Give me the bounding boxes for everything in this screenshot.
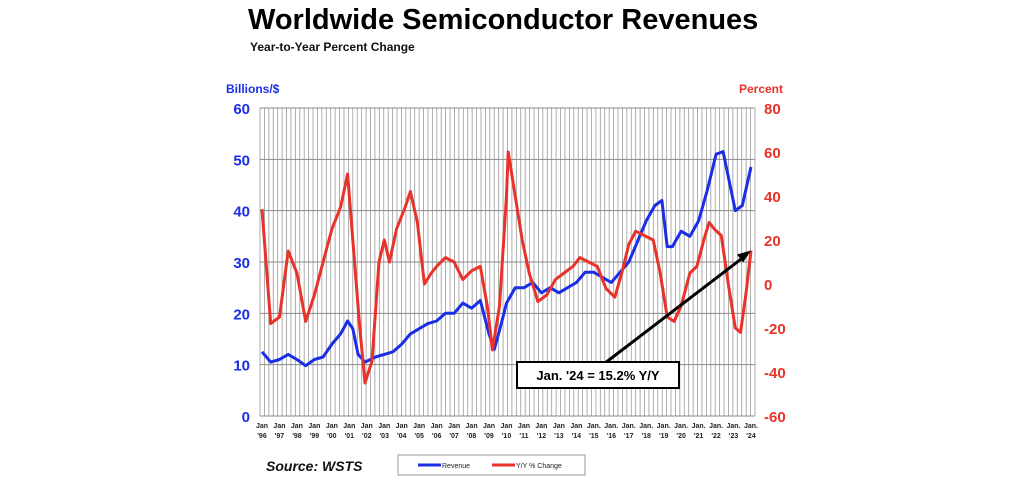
x-tick-label-year: '98 [292, 433, 302, 440]
x-tick-label-month: Jan [273, 423, 285, 430]
y-right-tick-label: -40 [764, 365, 786, 382]
x-tick-label-month: Jan. [604, 423, 618, 430]
x-tick-label-month: Jan [448, 423, 460, 430]
source-label: Source: WSTS [266, 458, 363, 474]
x-tick-label-year: '13 [554, 433, 564, 440]
y-left-tick-label: 50 [233, 152, 250, 169]
x-tick-label-month: Jan [535, 423, 547, 430]
x-tick-label-month: Jan [308, 423, 320, 430]
x-tick-label-year: '23 [729, 433, 739, 440]
x-tick-label-month: Jan [378, 423, 390, 430]
annotation-arrowhead [737, 250, 751, 263]
x-tick-label-year: '04 [397, 433, 407, 440]
chart-subtitle: Year-to-Year Percent Change [250, 40, 415, 54]
x-tick-label-month: Jan. [622, 423, 636, 430]
series-line-yoy-change [260, 150, 753, 385]
x-tick-label-year: '03 [380, 433, 390, 440]
x-tick-label-month: Jan [431, 423, 443, 430]
x-tick-label-month: Jan [518, 423, 530, 430]
x-tick-label-year: '00 [327, 433, 337, 440]
x-tick-label-month: Jan [553, 423, 565, 430]
x-tick-label-year: '99 [310, 433, 320, 440]
x-tick-label-month: Jan. [709, 423, 723, 430]
x-tick-label-month: Jan [343, 423, 355, 430]
annotation-box [516, 361, 680, 389]
annotation-text: Jan. '24 = 15.2% Y/Y [536, 368, 660, 383]
x-tick-label-month: Jan. [744, 423, 758, 430]
y-left-tick-label: 40 [233, 204, 250, 221]
legend-label-yoy-change: Y/Y % Change [516, 463, 562, 470]
x-tick-label-year: '09 [484, 433, 494, 440]
y-left-tick-label: 0 [242, 409, 250, 426]
y-right-tick-label: 80 [764, 101, 781, 118]
x-tick-label-month: Jan [466, 423, 478, 430]
x-tick-label-year: '96 [257, 433, 267, 440]
x-tick-label-year: '15 [589, 433, 599, 440]
y-right-tick-label: -60 [764, 409, 786, 426]
x-tick-label-year: '07 [449, 433, 459, 440]
x-tick-label-month: Jan [413, 423, 425, 430]
x-tick-label-year: '18 [641, 433, 651, 440]
x-tick-label-month: Jan [326, 423, 338, 430]
x-tick-label-year: '02 [362, 433, 372, 440]
y-right-tick-label: 0 [764, 277, 772, 294]
x-tick-label-year: '17 [624, 433, 634, 440]
x-tick-label-month: Jan. [639, 423, 653, 430]
x-tick-label-month: Jan. [657, 423, 671, 430]
x-tick-label-month: Jan. [692, 423, 706, 430]
y-left-tick-label: 60 [233, 101, 250, 118]
annotation-arrow [604, 253, 748, 365]
x-tick-label-month: Jan [500, 423, 512, 430]
legend-box [397, 454, 586, 476]
y-left-axis-label: Billions/$ [226, 82, 280, 96]
x-tick-label-month: Jan. [674, 423, 688, 430]
x-tick-label-year: '22 [711, 433, 721, 440]
x-tick-label-year: '24 [746, 433, 756, 440]
x-tick-label-year: '10 [502, 433, 512, 440]
legend-label-revenue: Revenue [442, 463, 470, 470]
y-left-tick-label: 20 [233, 306, 250, 323]
x-tick-label-year: '08 [467, 433, 477, 440]
chart-title: Worldwide Semiconductor Revenues [248, 4, 759, 36]
x-tick-label-year: '16 [607, 433, 617, 440]
y-right-axis-label: Percent [739, 82, 783, 96]
x-tick-label-month: Jan. [587, 423, 601, 430]
x-tick-label-month: Jan [483, 423, 495, 430]
x-tick-label-year: '05 [414, 433, 424, 440]
x-tick-label-year: '12 [537, 433, 547, 440]
y-right-tick-label: 40 [764, 189, 781, 206]
x-tick-label-year: '19 [659, 433, 669, 440]
x-tick-label-year: '01 [345, 433, 355, 440]
x-tick-label-month: Jan. [727, 423, 741, 430]
x-tick-label-year: '14 [572, 433, 582, 440]
x-tick-label-month: Jan [361, 423, 373, 430]
y-right-tick-label: 60 [764, 145, 781, 162]
x-tick-label-year: '06 [432, 433, 442, 440]
x-tick-label-year: '11 [519, 433, 528, 440]
x-tick-label-month: Jan [570, 423, 582, 430]
x-tick-label-year: '20 [676, 433, 686, 440]
y-left-tick-label: 30 [233, 255, 250, 272]
x-tick-label-year: '21 [694, 433, 704, 440]
y-left-tick-label: 10 [233, 358, 250, 375]
y-right-tick-label: 20 [764, 233, 781, 250]
x-tick-label-month: Jan [256, 423, 268, 430]
x-tick-label-month: Jan [396, 423, 408, 430]
x-tick-label-year: '97 [275, 433, 285, 440]
x-tick-label-month: Jan [291, 423, 303, 430]
y-right-tick-label: -20 [764, 321, 786, 338]
